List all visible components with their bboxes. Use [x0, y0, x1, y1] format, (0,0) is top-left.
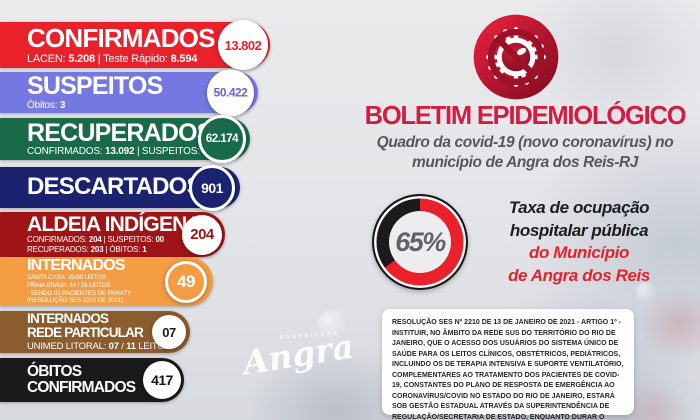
legal-note-box: RESOLUÇÃO SES Nº 2210 DE 13 DE JANEIRO D… [382, 309, 634, 420]
stat-bar-details: LACEN: 5.208 | Teste Rápido: 8.594 [27, 52, 198, 65]
stat-bar-details: SANTA CASA: 35/60 LEITOS [27, 274, 106, 282]
stat-badge: 417 [143, 361, 181, 399]
stat-badge: 50.422 [207, 69, 254, 116]
stat-bar-internados: INTERNADOS SANTA CASA: 35/60 LEITOS PRAI… [0, 257, 213, 306]
stat-bar-recuperados: RECUPERADOS CONFIRMADOS: 13.092 | SUSPEI… [0, 115, 250, 163]
stat-badge: 07 [152, 315, 186, 349]
no-virus-icon [473, 14, 559, 100]
stat-bar-title: SUSPEITOS [27, 72, 163, 101]
stat-bar-descartados: DESCARTADOS 901 [0, 164, 240, 211]
page-title: BOLETIM EPIDEMIOLÓGICO [364, 102, 687, 130]
stat-bar-details: - SENDO 01 PACIENTES DE PARATY [27, 289, 132, 297]
stat-bar-details: CONFIRMADOS: 204 | SUSPEITOS: 00 [27, 235, 164, 245]
stat-bar-confirmados: CONFIRMADOS LACEN: 5.208 | Teste Rápido:… [0, 20, 270, 70]
stat-bar-suspeitos: SUSPEITOS Óbitos: 3 50.422 [0, 69, 258, 116]
stat-badge: 49 [165, 260, 207, 303]
legal-resolution-text: RESOLUÇÃO SES Nº 2210 DE 13 DE JANEIRO D… [392, 319, 624, 420]
stat-bar-title: INTERNADOS [27, 256, 126, 274]
stat-bar-details: Óbitos: 3 [27, 99, 66, 111]
stat-bar-details: PRAIA BRAVA: 14 / 15 LEITOS [27, 281, 111, 289]
donut-hole: 65% [389, 211, 451, 273]
stat-bar-title: ÓBITOS [27, 363, 82, 381]
stat-bar-title: CONFIRMADOS [27, 379, 136, 396]
stat-bar-internados-rede-particular: INTERNADOS REDE PARTICULAR UNIMED LITORA… [0, 311, 190, 353]
stat-badge: 62.174 [198, 115, 246, 163]
stat-bar-aldeia-indigena: ALDEIA INDÍGENA CONFIRMADOS: 204 | SUSPE… [0, 212, 225, 257]
prefeitura-angra-logo: PREFEITURA Angra [240, 326, 357, 383]
stat-badge: 13.802 [218, 20, 268, 70]
stat-bar-title: ALDEIA INDÍGENA [27, 212, 202, 236]
stat-bar-title: CONFIRMADOS [27, 23, 215, 54]
stat-bar-details: RECUPERADOS: 203 | ÓBITOS: 1 [27, 245, 147, 255]
occupancy-percent: 65% [395, 226, 446, 257]
stat-bar-details: UNIMED LITORAL: 07 / 11 LEITOS [27, 341, 171, 353]
page-subtitle: Quadro da covid-19 (novo coronavírus) no… [376, 134, 674, 171]
stat-bar-obitos-confirmados: ÓBITOS CONFIRMADOS 417 [0, 358, 184, 402]
stat-badge: 901 [189, 164, 235, 211]
stat-bar-title: RECUPERADOS [27, 118, 213, 147]
occupancy-caption: Taxa de ocupação hospitalar pública do M… [508, 198, 650, 285]
stat-bar-title: DESCARTADOS [27, 173, 203, 201]
stat-badge: 204 [182, 214, 222, 255]
stat-bar-details: (RESOLUÇÃO SES 2210 DE 2021) [27, 297, 123, 305]
occupancy-donut-chart: 65% [372, 194, 468, 290]
stat-bar-title: REDE PARTICULAR [27, 324, 144, 340]
stat-bar-title: INTERNADOS [27, 310, 109, 326]
